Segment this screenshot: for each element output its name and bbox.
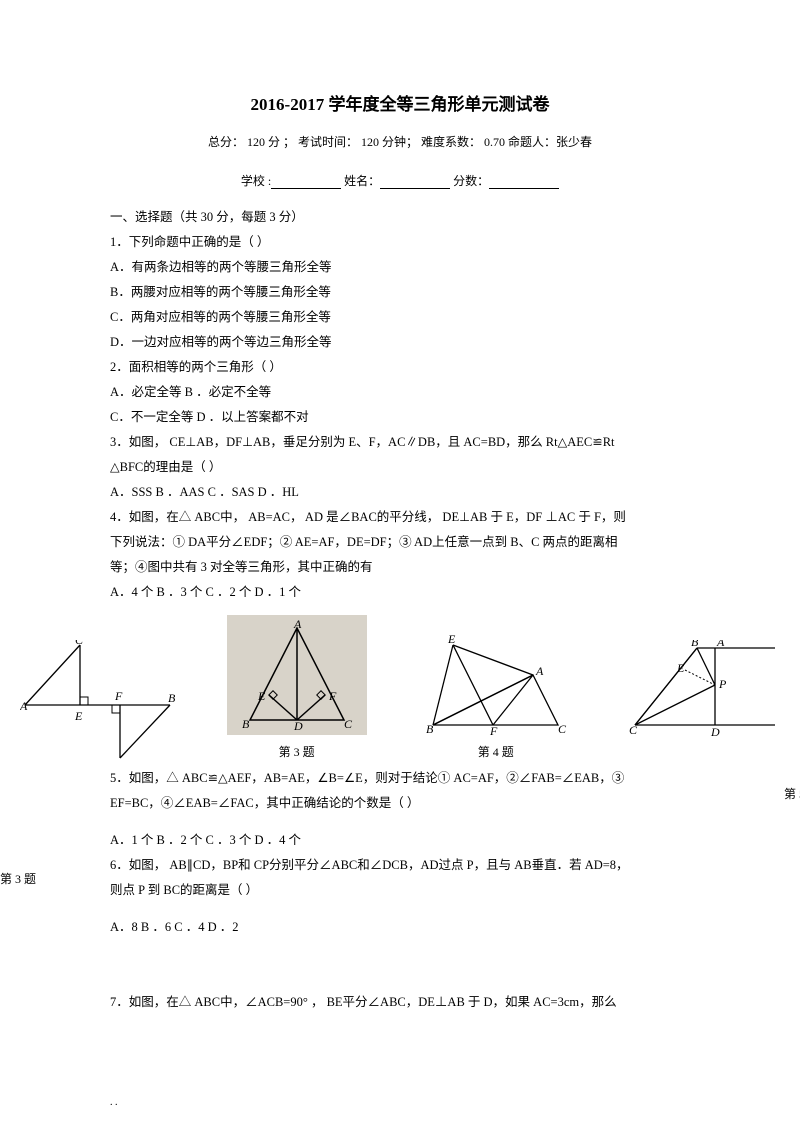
footer-dots: . . — [110, 1097, 118, 1108]
q4-stem3: 等；④图中共有 3 对全等三角形，其中正确的有 — [110, 555, 690, 580]
svg-text:C: C — [629, 723, 638, 737]
q5-opts: A．1 个 B ．2 个 C ．3 个 D ．4 个 — [110, 828, 690, 853]
figure-2: A E F B D C 第 3 题 — [227, 615, 367, 760]
subtitle: 总分： 120 分 ； 考试时间： 120 分钟； 难度系数： 0.70 命题人… — [0, 133, 800, 150]
content-area-2: 5．如图，△ ABC≌△AEF，AB=AE，∠B=∠E，则对于结论① AC=AF… — [0, 760, 800, 1015]
svg-text:B: B — [242, 717, 250, 730]
q3-stem: 3．如图， CE⊥AB，DF⊥AB，垂足分别为 E、F，AC∥DB，且 AC=B… — [110, 430, 690, 455]
svg-text:C: C — [558, 722, 567, 735]
side-label-right: 第 5 — [784, 785, 800, 802]
figure-2-label: 第 3 题 — [279, 743, 315, 760]
side-label-left: 第 3 题 — [0, 870, 36, 887]
figure-1-svg: C A E F B D — [20, 640, 175, 760]
figure-3: E A B F C 第 4 题 — [418, 635, 573, 760]
svg-text:F: F — [328, 689, 337, 703]
q4-opts: A．4 个 B ．3 个 C ．2 个 D ．1 个 — [110, 580, 690, 605]
name-label: 姓名： — [344, 174, 380, 188]
svg-text:E: E — [447, 635, 456, 646]
q1-b: B．两腰对应相等的两个等腰三角形全等 — [110, 280, 690, 305]
q6-stem: 6．如图， AB∥CD，BP和 CP分别平分∠ABC和∠DCB，AD过点 P，且… — [110, 853, 690, 878]
svg-text:F: F — [489, 724, 498, 735]
svg-text:E: E — [74, 709, 83, 723]
figure-4-svg: B A E P C D — [625, 640, 780, 740]
svg-text:D: D — [115, 757, 125, 760]
svg-text:A: A — [20, 699, 28, 713]
name-blank[interactable] — [380, 175, 450, 189]
svg-text:A: A — [716, 640, 725, 649]
page-title: 2016-2017 学年度全等三角形单元测试卷 — [0, 90, 800, 115]
score-label: 分数： — [453, 174, 489, 188]
q7-stem: 7．如图，在△ ABC中，∠ACB=90° ， BE平分∠ABC，DE⊥AB 于… — [110, 990, 690, 1015]
q2-stem: 2．面积相等的两个三角形（ ） — [110, 355, 690, 380]
section-heading: 一、选择题（共 30 分，每题 3 分） — [110, 205, 690, 230]
content-area: 一、选择题（共 30 分，每题 3 分） 1．下列命题中正确的是（ ） A．有两… — [0, 205, 800, 605]
svg-text:B: B — [168, 691, 175, 705]
q4-stem2: 下列说法：① DA平分∠EDF；② AE=AF，DE=DF；③ AD上任意一点到… — [110, 530, 690, 555]
figure-2-svg: A E F B D C — [232, 620, 362, 730]
svg-text:F: F — [114, 689, 123, 703]
figure-3-label: 第 4 题 — [478, 743, 514, 760]
figure-3-svg: E A B F C — [418, 635, 573, 735]
school-label: 学校 : — [241, 174, 271, 188]
q1-d: D．一边对应相等的两个等边三角形全等 — [110, 330, 690, 355]
figures-row: C A E F B D A E F B D C — [0, 605, 800, 760]
q6-opts: A．8 B ．6 C ．4 D ．2 — [110, 915, 690, 940]
fillin-row: 学校 : 姓名： 分数： — [0, 172, 800, 189]
q5-stem: 5．如图，△ ABC≌△AEF，AB=AE，∠B=∠E，则对于结论① AC=AF… — [110, 766, 690, 791]
q2-row1: A．必定全等 B ．必定不全等 — [110, 380, 690, 405]
svg-text:P: P — [718, 677, 727, 691]
svg-text:B: B — [691, 640, 699, 649]
svg-text:A: A — [535, 664, 544, 678]
figure-4: B A E P C D — [625, 640, 780, 760]
svg-text:D: D — [710, 725, 720, 739]
svg-text:E: E — [257, 689, 266, 703]
svg-text:C: C — [75, 640, 84, 647]
score-blank[interactable] — [489, 175, 559, 189]
svg-text:D: D — [293, 719, 303, 730]
q5-stem2: EF=BC，④∠EAB=∠FAC，其中正确结论的个数是（ ） — [110, 791, 690, 816]
q3-stem2: △BFC的理由是（ ） — [110, 455, 690, 480]
q3-opts: A．SSS B ．AAS C ．SAS D ．HL — [110, 480, 690, 505]
q1-stem: 1．下列命题中正确的是（ ） — [110, 230, 690, 255]
svg-text:C: C — [344, 717, 353, 730]
q2-row2: C．不一定全等 D ．以上答案都不对 — [110, 405, 690, 430]
school-blank[interactable] — [271, 175, 341, 189]
q1-c: C．两角对应相等的两个等腰三角形全等 — [110, 305, 690, 330]
svg-text:E: E — [676, 661, 685, 675]
q6-stem2: 则点 P 到 BC的距离是（ ） — [110, 878, 690, 903]
figure-1: C A E F B D — [20, 640, 175, 760]
q1-a: A．有两条边相等的两个等腰三角形全等 — [110, 255, 690, 280]
svg-text:A: A — [293, 620, 302, 631]
svg-text:B: B — [426, 722, 434, 735]
q4-stem: 4．如图，在△ ABC中， AB=AC， AD 是∠BAC的平分线， DE⊥AB… — [110, 505, 690, 530]
